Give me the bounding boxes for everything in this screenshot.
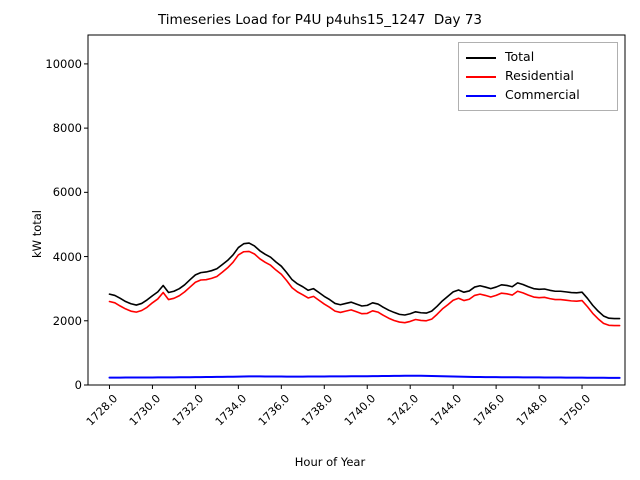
data-series-group [108,242,621,379]
legend-item-residential[interactable]: Residential [466,67,610,86]
series-line-commercial [108,374,621,379]
y-tick-label: 10000 [45,56,82,71]
legend-label-commercial: Commercial [505,87,580,103]
chart-title: Timeseries Load for P4U p4uhs15_1247 Day… [157,12,483,28]
legend-swatch-total [466,56,496,59]
y-tick-label: 8000 [52,121,82,136]
legend-swatch-commercial [466,94,496,97]
plot-frame [87,34,626,386]
legend-item-total[interactable]: Total [466,48,610,67]
axes-spines [87,34,626,386]
y-tick-label: 4000 [52,249,82,264]
series-line-residential [108,250,621,327]
x-axis-label: Hour of Year [294,455,366,469]
y-tick-label: 0 [74,378,82,392]
y-tick-label: 2000 [52,313,82,328]
axes-ticks [84,63,583,389]
legend-item-commercial[interactable]: Commercial [466,86,610,105]
y-tick-label: 6000 [52,185,82,200]
series-line-total [108,242,621,320]
legend-label-total: Total [505,49,535,65]
legend-label-residential: Residential [505,68,574,84]
chart-legend: Total Residential Commercial [458,42,618,111]
y-axis-tick-labels: 0 2000 4000 6000 8000 10000 [0,0,82,480]
legend-swatch-residential [466,75,496,78]
